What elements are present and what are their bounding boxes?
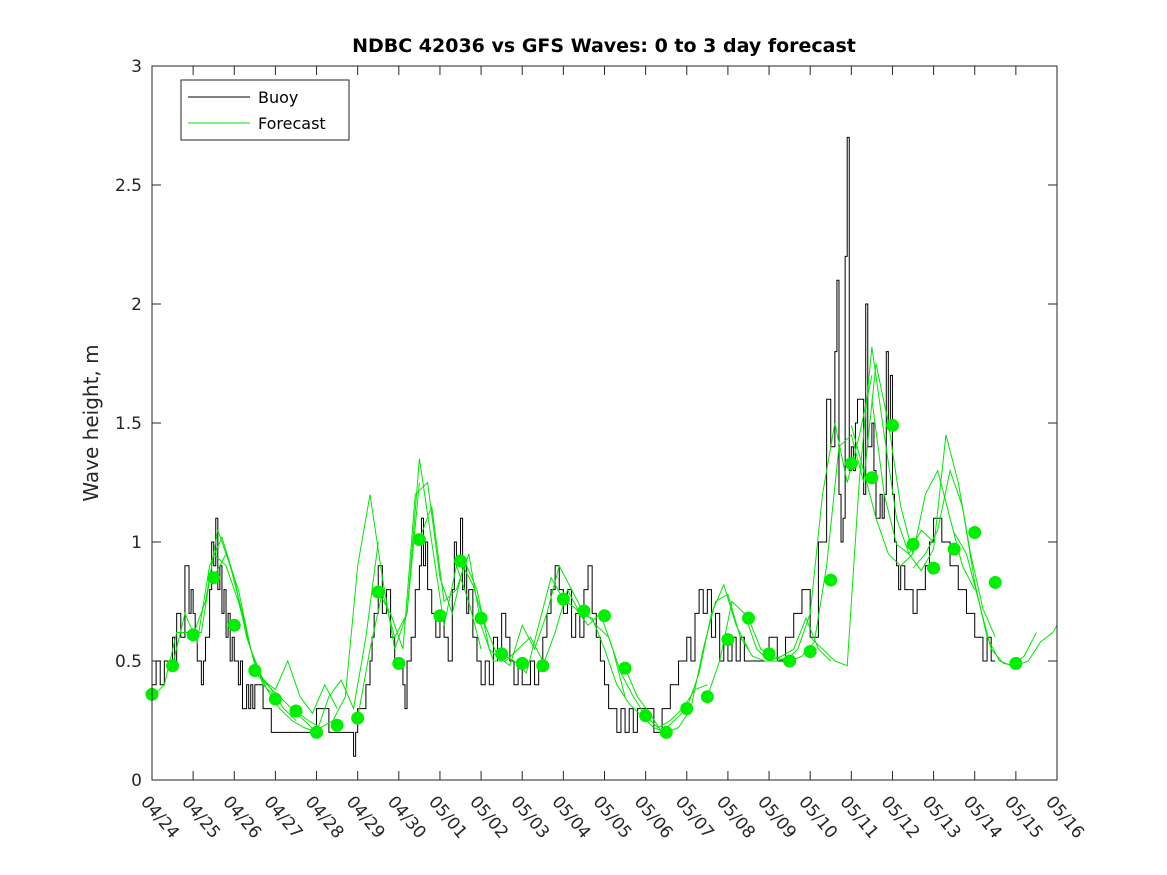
x-tick-label: 05/08: [712, 792, 759, 842]
x-tick-label: 04/24: [136, 792, 183, 842]
forecast-analysis-point: [721, 633, 735, 647]
forecast-run-line: [213, 552, 338, 715]
forecast-analysis-point: [536, 659, 550, 673]
forecast-analysis-point: [947, 542, 961, 556]
x-tick-label: 05/15: [1000, 792, 1047, 842]
forecast-analysis-point: [824, 573, 838, 587]
forecast-analysis-point: [968, 525, 982, 539]
legend: Buoy Forecast: [180, 79, 350, 141]
forecast-analysis-point: [454, 554, 468, 568]
plot-frame: [151, 65, 1058, 781]
forecast-analysis-point: [1009, 656, 1023, 670]
forecast-analysis-point: [598, 609, 611, 623]
x-tick-label: 05/11: [835, 792, 882, 842]
forecast-run-line: [377, 481, 503, 662]
forecast-analysis-point: [618, 661, 632, 675]
x-tick-label: 05/12: [877, 792, 924, 842]
legend-forecast-label: Forecast: [258, 114, 326, 133]
x-tick-label: 04/29: [342, 792, 389, 842]
x-tick-label: 05/04: [548, 792, 595, 842]
forecast-analysis-point: [330, 718, 344, 732]
forecast-analysis-point: [556, 592, 570, 606]
x-tick-label: 04/30: [383, 792, 430, 842]
legend-buoy-label: Buoy: [258, 88, 298, 107]
y-tick-label: 2: [131, 295, 142, 315]
forecast-analysis-point: [700, 690, 714, 704]
y-axis-label: Wave height, m: [79, 344, 103, 501]
x-tick-label: 05/03: [506, 792, 553, 842]
forecast-analysis-point: [166, 659, 180, 673]
forecast-analysis-point: [495, 647, 509, 661]
forecast-analysis-point: [433, 609, 447, 623]
forecast-analysis-point: [906, 537, 920, 551]
forecast-analysis-point: [577, 604, 591, 618]
forecast-run-line: [418, 506, 544, 662]
y-tick-label: 2.5: [115, 176, 142, 196]
x-tick-label: 05/07: [671, 792, 718, 842]
forecast-analysis-point: [248, 664, 262, 678]
x-tick-label: 05/06: [630, 792, 677, 842]
forecast-run-line: [871, 399, 996, 638]
forecast-analysis-point: [412, 533, 426, 547]
forecast-analysis-point: [392, 656, 406, 670]
forecast-run-line: [706, 600, 832, 697]
forecast-analysis-point: [289, 704, 303, 718]
forecast-analysis-point: [207, 571, 221, 585]
y-tick-label: 0: [131, 771, 142, 791]
x-tick-label: 04/28: [301, 792, 348, 842]
chart-title: NDBC 42036 vs GFS Waves: 0 to 3 day fore…: [352, 35, 856, 57]
forecast-analysis-point: [639, 709, 653, 723]
forecast-analysis-point: [515, 656, 529, 670]
x-tick-label: 04/25: [177, 792, 224, 842]
series-layer: [145, 136, 1058, 757]
y-tick-label: 1: [131, 533, 142, 553]
legend-box: [180, 79, 350, 141]
forecast-analysis-point: [741, 611, 755, 625]
forecast-analysis-point: [988, 575, 1002, 589]
y-tick-label: 3: [131, 57, 142, 77]
forecast-analysis-point: [680, 702, 694, 716]
x-tick-label: 05/01: [424, 792, 471, 842]
x-tick-label: 05/16: [1041, 792, 1088, 842]
forecast-analysis-point: [844, 456, 858, 470]
forecast-analysis-point: [227, 618, 241, 632]
x-tick-label: 05/02: [465, 792, 512, 842]
x-tick-label: 04/27: [260, 792, 307, 842]
forecast-analysis-point: [803, 644, 817, 658]
forecast-analysis-point: [268, 692, 282, 706]
forecast-analysis-point: [865, 471, 879, 485]
forecast-analysis-point: [762, 647, 776, 661]
forecast-analysis-point: [371, 585, 385, 599]
x-tick-label: 05/13: [918, 792, 965, 842]
forecast-analysis-point: [659, 725, 673, 739]
y-tick-label: 0.5: [115, 652, 142, 672]
forecast-analysis-point: [783, 654, 797, 668]
forecast-analysis-point: [310, 725, 324, 739]
forecast-analysis-point: [474, 611, 488, 625]
forecast-analysis-point: [927, 561, 941, 575]
x-tick-label: 05/14: [959, 792, 1006, 842]
x-tick-label: 05/05: [589, 792, 636, 842]
forecast-analysis-point: [885, 418, 899, 432]
x-tick-label: 04/26: [218, 792, 265, 842]
forecast-analysis-point: [186, 628, 200, 642]
x-tick-label: 05/09: [753, 792, 800, 842]
forecast-run-line: [850, 425, 976, 590]
y-tick-label: 1.5: [115, 414, 142, 434]
x-tick-label: 05/10: [794, 792, 841, 842]
forecast-analysis-point: [351, 711, 365, 725]
